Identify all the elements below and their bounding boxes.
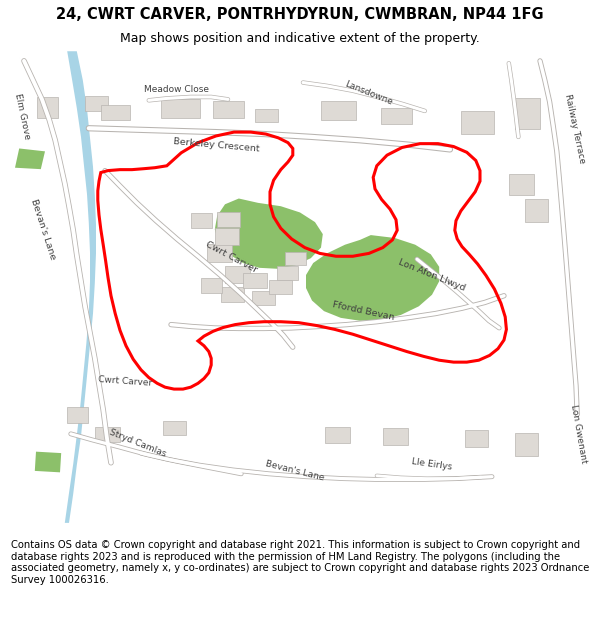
Text: Cwrt Carver: Cwrt Carver bbox=[97, 374, 152, 388]
Polygon shape bbox=[15, 149, 45, 169]
Text: Elm Grove: Elm Grove bbox=[14, 92, 32, 140]
Bar bbox=[213, 101, 244, 118]
Bar bbox=[515, 433, 538, 456]
Text: Lansdowne: Lansdowne bbox=[344, 80, 394, 107]
Text: Railway Terrace: Railway Terrace bbox=[563, 92, 587, 164]
Text: Stryd Camlas: Stryd Camlas bbox=[109, 428, 167, 459]
Text: Ffordd Bevan: Ffordd Bevan bbox=[331, 300, 395, 322]
Bar bbox=[243, 272, 267, 288]
Bar bbox=[37, 98, 58, 118]
Bar bbox=[269, 280, 292, 294]
Text: 24, CWRT CARVER, PONTRHYDYRUN, CWMBRAN, NP44 1FG: 24, CWRT CARVER, PONTRHYDYRUN, CWMBRAN, … bbox=[56, 7, 544, 22]
Bar bbox=[201, 278, 222, 293]
Bar bbox=[515, 98, 540, 129]
Bar bbox=[252, 291, 275, 306]
Bar bbox=[285, 252, 306, 266]
Bar bbox=[101, 105, 130, 119]
Text: Bevan's Lane: Bevan's Lane bbox=[29, 198, 57, 261]
Bar bbox=[191, 213, 212, 228]
Bar bbox=[225, 266, 250, 283]
Bar bbox=[207, 244, 232, 262]
Text: Map shows position and indicative extent of the property.: Map shows position and indicative extent… bbox=[120, 32, 480, 46]
Bar bbox=[321, 101, 356, 119]
Bar bbox=[509, 174, 534, 194]
Polygon shape bbox=[35, 452, 61, 472]
Text: Lle Eirlys: Lle Eirlys bbox=[411, 457, 453, 471]
Polygon shape bbox=[215, 199, 323, 269]
Bar bbox=[461, 111, 494, 134]
Text: Contains OS data © Crown copyright and database right 2021. This information is : Contains OS data © Crown copyright and d… bbox=[11, 540, 589, 585]
Bar bbox=[67, 408, 88, 422]
Bar bbox=[215, 228, 239, 245]
Bar bbox=[525, 199, 548, 222]
Bar bbox=[383, 428, 408, 445]
Text: Lon Afon Llwyd: Lon Afon Llwyd bbox=[397, 258, 467, 292]
Bar bbox=[325, 427, 350, 444]
Bar bbox=[217, 213, 240, 227]
Text: Bevan's Lane: Bevan's Lane bbox=[265, 459, 326, 482]
Text: Cwrt Carver: Cwrt Carver bbox=[203, 240, 259, 274]
Bar bbox=[381, 107, 412, 124]
Text: Lon Gwenant: Lon Gwenant bbox=[569, 404, 589, 464]
Bar bbox=[465, 430, 488, 447]
Polygon shape bbox=[306, 235, 439, 321]
Bar bbox=[255, 109, 278, 122]
Bar bbox=[85, 96, 108, 111]
Bar bbox=[221, 287, 244, 302]
Bar bbox=[95, 427, 120, 442]
Text: Meadow Close: Meadow Close bbox=[145, 85, 209, 94]
Text: Berkeley Crescent: Berkeley Crescent bbox=[173, 137, 259, 153]
Bar bbox=[161, 99, 200, 118]
Polygon shape bbox=[65, 51, 96, 523]
Bar bbox=[277, 266, 298, 280]
Bar bbox=[163, 421, 186, 435]
